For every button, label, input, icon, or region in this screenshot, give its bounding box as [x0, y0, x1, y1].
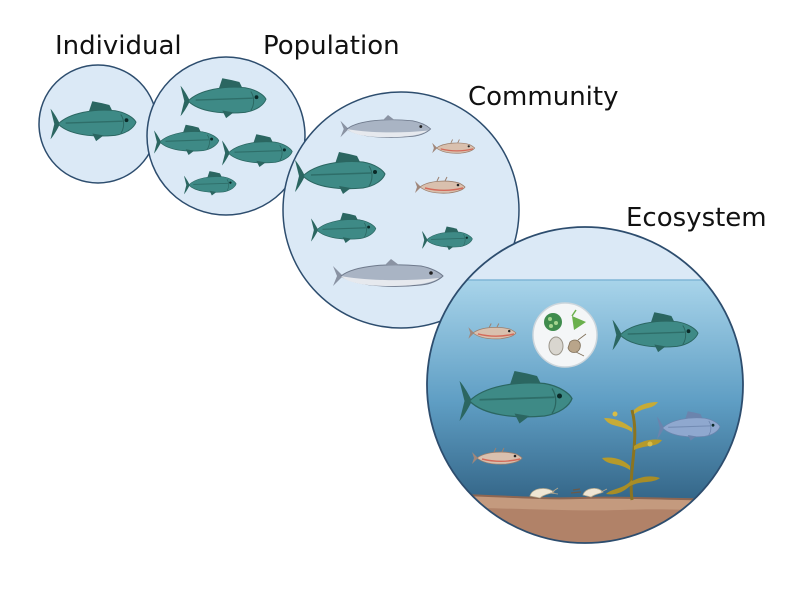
small-crustacean-icon: [570, 488, 582, 494]
shrimp-icon: [529, 487, 559, 499]
label-ecosystem: Ecosystem: [626, 203, 767, 233]
kelp-icon: [602, 402, 662, 501]
individual-level: [38, 64, 158, 184]
shrimp-icon: [582, 488, 608, 498]
label-community: Community: [468, 82, 619, 112]
population-level: [146, 56, 306, 216]
label-population: Population: [263, 31, 400, 61]
ecosystem-circle: [426, 226, 744, 544]
plankton-icon: [532, 302, 598, 368]
label-individual: Individual: [55, 31, 182, 61]
community-level: [282, 91, 520, 329]
